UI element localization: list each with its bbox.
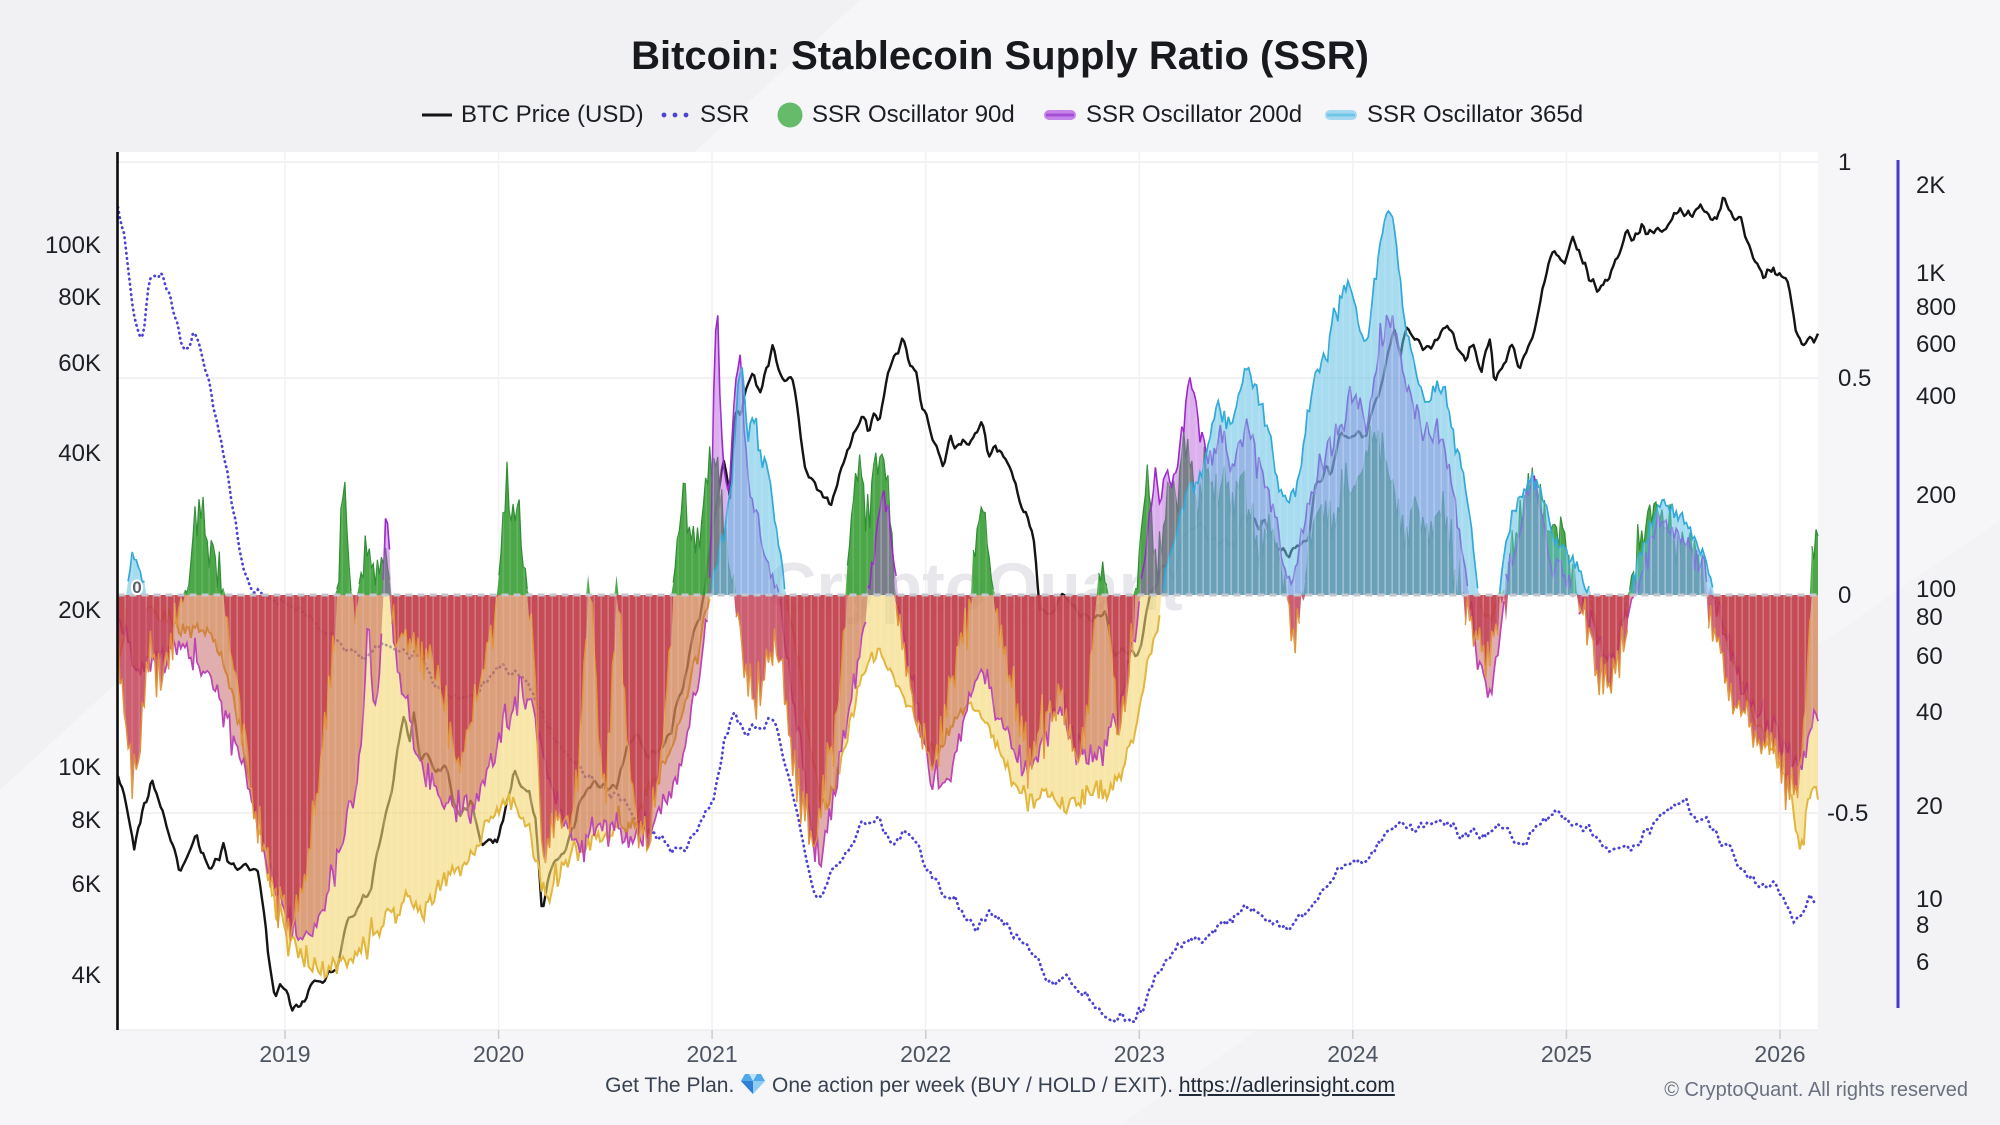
- svg-text:400: 400: [1916, 383, 1956, 410]
- svg-text:200: 200: [1916, 482, 1956, 509]
- svg-text:2020: 2020: [473, 1041, 524, 1067]
- svg-text:2026: 2026: [1754, 1041, 1805, 1067]
- svg-text:-0.5: -0.5: [1827, 800, 1868, 827]
- svg-text:4K: 4K: [72, 962, 101, 989]
- svg-text:2022: 2022: [900, 1041, 951, 1067]
- svg-text:2K: 2K: [1916, 172, 1945, 199]
- svg-text:100: 100: [1916, 576, 1956, 603]
- svg-text:0: 0: [132, 578, 141, 597]
- svg-text:100K: 100K: [45, 232, 101, 259]
- svg-text:6K: 6K: [72, 871, 101, 898]
- svg-text:80: 80: [1916, 604, 1943, 631]
- svg-text:1K: 1K: [1916, 260, 1945, 287]
- svg-text:6: 6: [1916, 949, 1929, 976]
- svg-text:0: 0: [1838, 582, 1851, 609]
- svg-text:10K: 10K: [58, 754, 101, 781]
- svg-text:60: 60: [1916, 643, 1943, 670]
- svg-text:20: 20: [1916, 793, 1943, 820]
- svg-text:20K: 20K: [58, 597, 101, 624]
- svg-text:2023: 2023: [1114, 1041, 1165, 1067]
- svg-text:60K: 60K: [58, 350, 101, 377]
- svg-text:1: 1: [1838, 149, 1851, 176]
- svg-text:2019: 2019: [259, 1041, 310, 1067]
- svg-text:2025: 2025: [1541, 1041, 1592, 1067]
- svg-text:40: 40: [1916, 699, 1943, 726]
- svg-text:800: 800: [1916, 294, 1956, 321]
- svg-text:10: 10: [1916, 886, 1943, 913]
- svg-text:2024: 2024: [1327, 1041, 1378, 1067]
- svg-text:600: 600: [1916, 331, 1956, 358]
- svg-text:2021: 2021: [687, 1041, 738, 1067]
- svg-text:8: 8: [1916, 912, 1929, 939]
- svg-text:0.5: 0.5: [1838, 365, 1871, 392]
- svg-text:80K: 80K: [58, 284, 101, 311]
- svg-text:40K: 40K: [58, 440, 101, 467]
- svg-text:8K: 8K: [72, 807, 101, 834]
